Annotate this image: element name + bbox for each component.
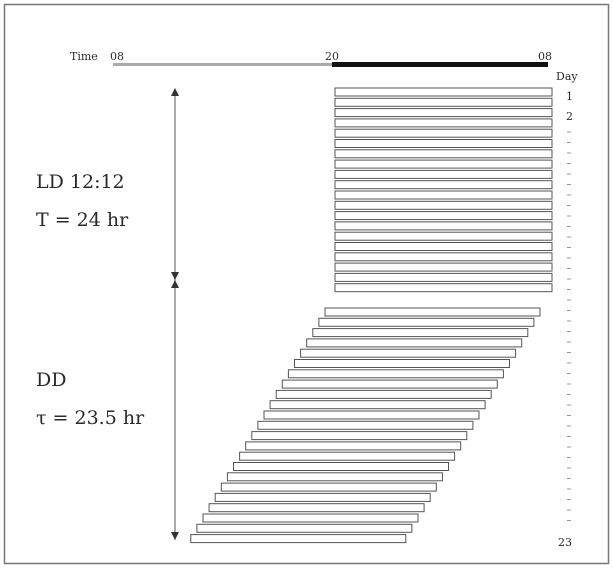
time-axis-label: Time [70,50,98,63]
activity-bar-dd [306,338,523,348]
activity-bar-ld [334,211,553,221]
activity-bar-dd [300,348,517,358]
arrow-down-icon [171,272,179,280]
arrow-up-icon [171,280,179,288]
time-tick-middle: 20 [325,50,339,63]
activity-bar-ld [334,221,553,231]
activity-bar-dd [226,472,443,482]
activity-bar-dd [257,420,474,430]
day-number-second: 2 [566,110,573,123]
activity-bars [190,87,553,544]
activity-bar-ld [334,190,553,200]
activity-bar-ld [334,87,553,97]
activity-bar-dd [269,400,486,410]
day-number-last: 23 [558,536,572,549]
ld-period-label: T = 24 hr [36,209,129,231]
activity-bar-dd [263,410,480,420]
activity-bar-ld [334,272,553,282]
activity-bar-ld [334,149,553,159]
activity-bar-dd [294,359,510,368]
activity-bar-ld [334,97,553,107]
dd-period-label: τ = 23.5 hr [36,407,145,429]
activity-bar-ld [334,231,553,241]
day-axis-label: Day [556,70,578,83]
activity-bar-dd [214,492,431,502]
activity-bar-ld [334,159,553,169]
light-phase-bar [113,63,332,66]
activity-bar-dd [220,482,437,492]
activity-bar-ld [334,169,553,179]
activity-bar-dd [324,307,541,317]
activity-bar-ld [334,139,553,148]
ld-condition-label: LD 12:12 [36,171,125,193]
activity-bar-dd [287,369,504,379]
dark-phase-bar [332,62,548,67]
arrow-down-icon [171,532,179,540]
activity-bar-ld [334,283,553,293]
activity-bar-dd [275,389,492,399]
activity-bar-ld [334,108,553,118]
activity-bar-ld [334,252,553,262]
figure-frame [3,3,610,565]
day-number-first: 1 [566,90,573,103]
activity-bar-dd [312,328,529,338]
activity-bar-ld [334,128,553,138]
activity-bar-dd [245,441,462,451]
activity-bar-dd [196,523,413,533]
time-tick-start: 08 [110,50,124,63]
activity-bar-dd [202,513,419,523]
activity-bar-ld [334,118,553,128]
activity-bar-ld [334,262,553,272]
activity-bar-dd [318,317,535,327]
activity-bar-ld [334,242,553,251]
condition-timeline [171,88,179,540]
time-tick-end: 08 [538,50,552,63]
activity-bar-dd [281,379,498,389]
activity-bar-dd [208,503,425,513]
day-tick-marks [567,131,571,521]
dd-condition-label: DD [36,369,66,391]
activity-bar-ld [334,200,553,210]
arrow-up-icon [171,88,179,96]
activity-bar-dd [251,431,468,441]
activity-bar-dd [239,451,456,461]
activity-bar-dd [233,462,449,471]
activity-bar-dd [190,534,407,544]
activity-bar-ld [334,180,553,190]
